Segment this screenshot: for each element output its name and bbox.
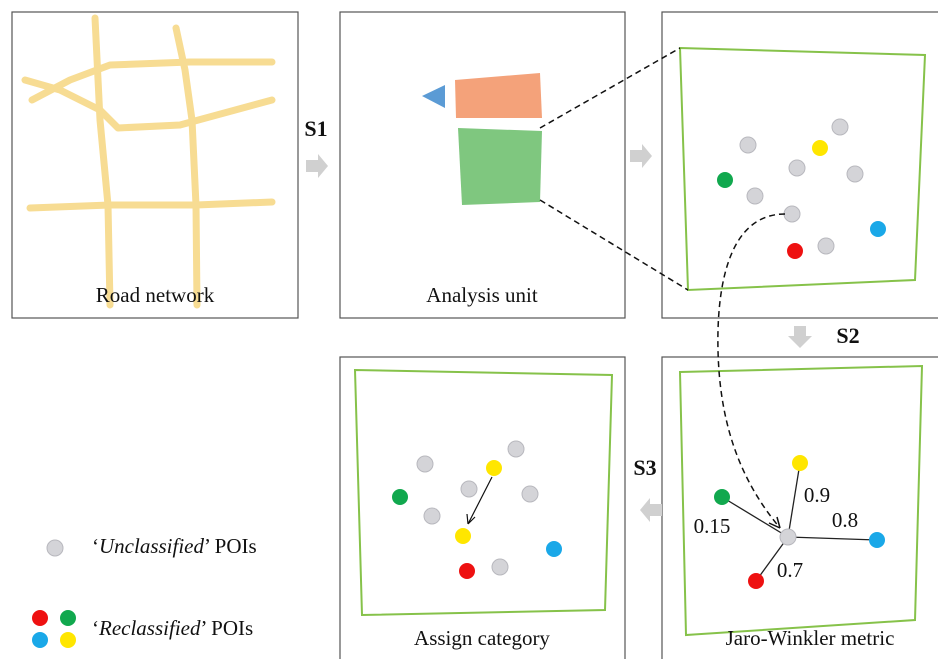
weight: 0.15	[694, 514, 731, 538]
step-arrows	[306, 144, 812, 522]
legend: ‘Unclassified’ POIs ‘Reclassified’ POIs	[32, 534, 257, 648]
zoom-lines	[539, 47, 689, 291]
unit-green	[458, 128, 542, 205]
frame	[661, 356, 938, 659]
unit-outline	[678, 364, 924, 637]
step-label: S2	[836, 323, 859, 348]
pois	[717, 118, 886, 259]
panel-road: Road network	[11, 11, 299, 319]
link-arrow	[717, 213, 786, 529]
panel-unit: Analysis unit	[339, 11, 626, 319]
unit-triangle	[422, 85, 445, 108]
panel-assign: Assign category	[339, 356, 626, 659]
legend-text: ‘Unclassified’ POIs	[92, 534, 257, 558]
panel-label: Assign category	[414, 626, 550, 650]
link-arrowhead	[768, 516, 781, 529]
panel-label: Road network	[96, 283, 215, 307]
roads	[21, 14, 276, 309]
unit-outline	[353, 368, 614, 617]
panel-label: Jaro-Winkler metric	[726, 626, 895, 650]
metric-edges	[721, 462, 878, 582]
pois	[392, 440, 562, 579]
panel-pois	[661, 11, 938, 319]
panel-label: Analysis unit	[426, 283, 538, 307]
panel-metric: 0.15 0.9 0.8 0.7 Jaro-Winkler metric	[661, 356, 938, 659]
frame	[339, 356, 626, 659]
unit-outline	[678, 46, 927, 292]
assign-arrow	[466, 476, 493, 525]
weight: 0.7	[777, 558, 803, 582]
legend-text: ‘Reclassified’ POIs	[92, 616, 253, 640]
weight: 0.8	[832, 508, 858, 532]
step-label: S3	[633, 455, 656, 480]
unit-orange	[455, 73, 542, 118]
frame	[11, 11, 299, 319]
weight: 0.9	[804, 483, 830, 507]
step-label: S1	[304, 116, 327, 141]
